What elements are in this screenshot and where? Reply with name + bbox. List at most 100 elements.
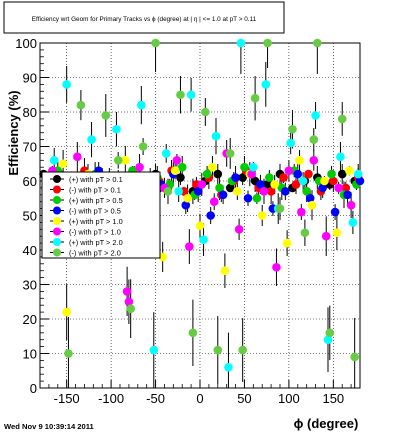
data-point [206, 211, 215, 220]
data-point [238, 173, 247, 182]
data-point [256, 180, 265, 189]
data-point [209, 197, 219, 206]
data-point [355, 176, 365, 186]
timestamp: Wed Nov 9 10:39:14 2011 [4, 422, 95, 431]
data-point [334, 183, 343, 193]
data-point [121, 156, 130, 165]
data-point [265, 173, 274, 182]
data-point [58, 159, 68, 169]
y-tick-label: 30 [23, 278, 37, 293]
data-point [318, 183, 327, 193]
data-point [201, 107, 210, 117]
x-tick-label: -100 [98, 391, 124, 406]
legend-marker [53, 217, 61, 225]
data-point [266, 187, 276, 196]
data-point [197, 180, 207, 189]
data-point [202, 169, 212, 179]
y-tick-label: 20 [23, 312, 37, 327]
data-point [181, 200, 191, 210]
data-point [257, 211, 267, 220]
data-point [243, 193, 253, 203]
data-point [188, 328, 198, 338]
data-point [183, 193, 192, 203]
data-point [231, 173, 240, 182]
data-point [297, 207, 306, 217]
data-point [300, 228, 310, 238]
x-tick-label: -150 [54, 391, 80, 406]
data-point [346, 200, 356, 210]
data-point [215, 183, 224, 193]
data-point [101, 111, 111, 120]
data-point [325, 328, 335, 338]
x-tick-label: 150 [322, 391, 344, 406]
data-point [279, 173, 288, 182]
y-axis-label: Efficiency (%) [6, 90, 21, 175]
x-tick-label: 0 [196, 391, 203, 406]
x-tick-label: 50 [237, 391, 251, 406]
legend-marker [53, 248, 61, 257]
data-point [213, 169, 223, 179]
data-point [282, 238, 292, 248]
data-point [261, 80, 271, 89]
legend-label: (-) with pT > 0.1 [69, 186, 121, 195]
y-tick-label: 40 [23, 243, 37, 258]
data-point [350, 352, 359, 362]
data-point [309, 135, 319, 144]
data-point [337, 114, 347, 124]
y-tick-label: 10 [23, 347, 37, 362]
data-point [220, 266, 230, 276]
data-point [236, 38, 246, 48]
data-point [281, 187, 290, 196]
x-tick-label: 100 [278, 391, 300, 406]
data-point [337, 169, 347, 179]
data-point [307, 200, 317, 210]
data-point [112, 124, 121, 134]
data-point [73, 152, 82, 162]
data-point [176, 173, 185, 182]
data-point [113, 156, 123, 165]
data-point [288, 124, 297, 134]
legend-label: (-) with pT > 2.0 [69, 249, 121, 258]
data-point [250, 93, 260, 103]
data-point [304, 169, 313, 179]
data-point [286, 138, 295, 148]
data-point [87, 135, 96, 144]
legend-marker [53, 238, 61, 246]
legend-label: (+) with pT > 2.0 [69, 238, 123, 247]
data-point [193, 187, 203, 196]
data-point [305, 193, 315, 203]
data-point [185, 242, 194, 251]
data-point [137, 100, 146, 110]
data-point [293, 169, 303, 179]
data-point [124, 297, 134, 307]
data-point [295, 156, 304, 165]
legend-marker [53, 227, 61, 236]
data-point [329, 176, 338, 186]
data-point [161, 149, 171, 158]
data-point [126, 304, 135, 313]
x-tick-label: -50 [146, 391, 165, 406]
data-point [327, 169, 336, 179]
legend-label: (-) with pT > 0.5 [69, 207, 121, 216]
data-point [252, 193, 262, 203]
data-point [224, 363, 233, 372]
data-point [332, 228, 342, 238]
data-point [291, 180, 301, 189]
data-point [330, 207, 340, 217]
data-point [177, 162, 187, 172]
y-tick-label: 100 [15, 36, 37, 51]
data-point [195, 221, 205, 231]
data-point [311, 111, 320, 120]
data-point [213, 345, 223, 355]
data-point [263, 38, 272, 48]
data-point [336, 152, 345, 162]
data-point [158, 252, 167, 262]
data-point [218, 190, 228, 200]
legend-marker [53, 175, 61, 183]
data-point [247, 169, 256, 179]
legend-label: (-) with pT > 1.0 [69, 228, 121, 237]
data-point [170, 166, 180, 175]
data-point [149, 345, 159, 355]
data-point [249, 162, 258, 172]
